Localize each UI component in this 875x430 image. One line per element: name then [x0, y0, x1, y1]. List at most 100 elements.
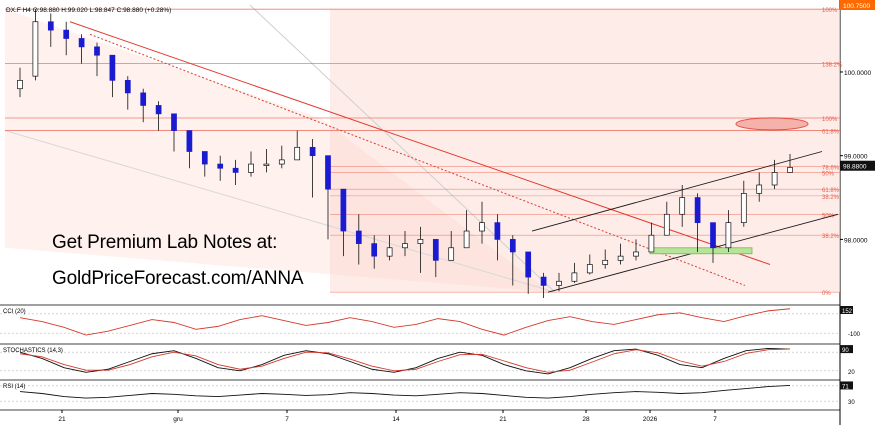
- candle-body: [494, 222, 501, 240]
- candle-body: [340, 188, 347, 232]
- candle-body: [294, 146, 301, 161]
- x-tick-label: 21: [499, 416, 507, 423]
- x-tick-label: gru: [173, 416, 183, 423]
- x-tick-label: 14: [392, 416, 400, 423]
- candle-body: [109, 54, 116, 81]
- candle-body: [263, 163, 270, 166]
- fib-label-upper: 61.8%: [822, 130, 840, 136]
- y-tick-label: 99.0000: [844, 154, 868, 161]
- candle-body: [771, 172, 778, 186]
- candle-body: [186, 130, 193, 152]
- rsi-value-label: 71: [842, 384, 849, 390]
- candle-body: [217, 163, 224, 169]
- stoch-level-label: 20: [848, 370, 855, 376]
- cci-label: CCI (20): [3, 309, 26, 315]
- candle-body: [556, 280, 562, 286]
- x-tick-label: 7: [285, 416, 289, 423]
- candle-body: [325, 155, 331, 190]
- stoch-value-label: 90: [842, 348, 849, 354]
- x-tick-label: 21: [58, 416, 66, 423]
- candle-body: [710, 222, 716, 249]
- stoch-label: STOCHASTICS (14,3): [3, 348, 63, 354]
- y-tick-label: 100.0000: [844, 70, 871, 77]
- cci-value-label: 152: [842, 309, 853, 315]
- fib-zone-fill: [330, 9, 840, 293]
- fib-label-lower: 50%: [822, 213, 835, 219]
- header-ohlc: DX.F H4 O:98.880 H:99.020 L:98.847 C:98.…: [6, 7, 171, 14]
- downtrend-wedge: [5, 9, 550, 293]
- candle-body: [402, 243, 408, 249]
- candle-body: [32, 21, 39, 77]
- support-box: [649, 247, 753, 255]
- candle-body: [47, 21, 54, 31]
- candle-body: [787, 167, 793, 173]
- x-tick-label: 28: [582, 416, 590, 423]
- candle-body: [155, 105, 162, 115]
- grey-diagonal-line: [249, 4, 556, 293]
- candle-body: [725, 222, 732, 249]
- fib-label-lower: 61.8%: [822, 188, 840, 194]
- candle-body: [171, 113, 177, 131]
- candle-body: [663, 213, 670, 236]
- candle-body: [509, 239, 516, 253]
- promo-line-2: GoldPriceForecast.com/ANNA: [52, 268, 304, 289]
- promo-line-1: Get Premium Lab Notes at:: [52, 232, 278, 253]
- fib-label-upper: 138.2%: [822, 63, 843, 69]
- candle-body: [371, 243, 378, 257]
- x-tick-label: 7: [713, 416, 717, 423]
- grey-diagonal-line-2: [4, 130, 556, 293]
- candle-body: [479, 222, 485, 232]
- high-price-tag: [840, 0, 875, 10]
- candle-body: [94, 46, 100, 56]
- fib-label-lower: 78.6%: [822, 166, 840, 172]
- candle-body: [648, 234, 655, 253]
- candle-body: [309, 146, 316, 157]
- cci-series-line: [19, 308, 791, 336]
- rsi-level-label: 30: [848, 400, 855, 406]
- stoch-series-line: [19, 348, 791, 373]
- stoch-value-tag: [840, 345, 853, 354]
- candle-body: [417, 239, 424, 244]
- y-tick-label: 98.0000: [844, 237, 868, 244]
- candle-body: [448, 247, 455, 261]
- fib-label-lower: 0%: [822, 291, 831, 297]
- candle-body: [740, 193, 747, 224]
- candle-body: [63, 29, 70, 39]
- candle-body: [201, 151, 208, 165]
- candle-body: [232, 167, 239, 173]
- current-price-tag: [840, 160, 875, 171]
- red-trendline: [69, 21, 771, 265]
- fib-label-lower: 50%: [822, 171, 835, 177]
- high-price-label: 100.7500: [843, 3, 870, 10]
- candle-body: [694, 197, 701, 224]
- current-price-label: 98.8800: [843, 164, 867, 171]
- candle-body: [140, 92, 147, 106]
- cci-level-label: -100: [848, 332, 861, 338]
- fib-label-lower: 38.2%: [822, 234, 840, 240]
- target-ellipse: [735, 117, 809, 131]
- candle-body: [602, 259, 609, 265]
- candle-body: [571, 272, 578, 282]
- cci-value-tag: [840, 306, 853, 314]
- candle-body: [355, 230, 362, 244]
- candle-body: [278, 159, 285, 165]
- candle-body: [248, 163, 254, 173]
- candle-body: [679, 197, 686, 215]
- x-tick-label: 2026: [643, 416, 658, 423]
- rsi-value-tag: [840, 381, 853, 390]
- candle-body: [586, 264, 593, 274]
- candle-body: [540, 276, 547, 286]
- candle-body: [617, 255, 624, 261]
- fib-label-lower: 38.2%: [822, 195, 840, 201]
- rsi-label: RSI (14): [3, 384, 25, 390]
- candle-body: [17, 79, 23, 90]
- fib-label-upper: 100%: [822, 117, 838, 123]
- rsi-series-line: [19, 385, 791, 399]
- candle-body: [432, 239, 439, 261]
- candle-body: [633, 251, 639, 257]
- candle-body: [124, 79, 131, 94]
- fib-label-upper: 100%: [822, 8, 838, 14]
- channel-upper-line: [531, 151, 823, 232]
